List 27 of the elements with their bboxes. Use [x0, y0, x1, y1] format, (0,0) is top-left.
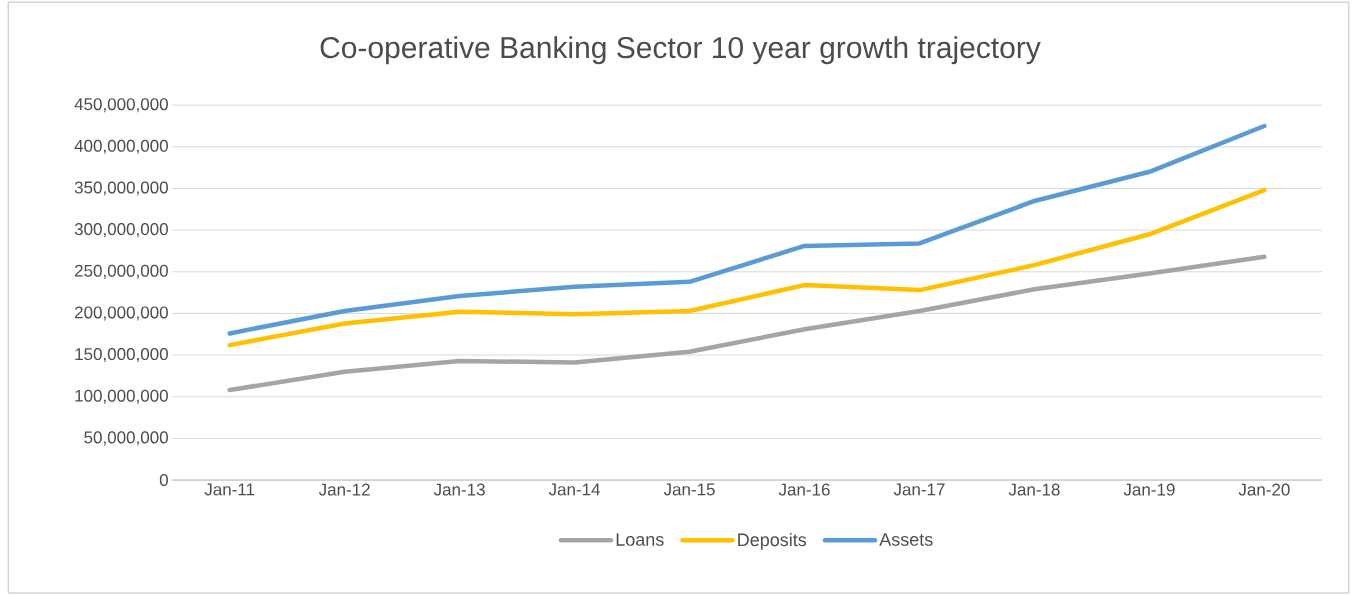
x-tick-label: Jan-18	[1008, 483, 1060, 496]
legend-label: Deposits	[738, 532, 807, 550]
x-tick-label: Jan-15	[663, 483, 715, 496]
y-tick-label: 350,000,000	[74, 181, 168, 196]
y-tick-label: 300,000,000	[74, 222, 168, 238]
x-tick-label: Jan-12	[318, 483, 370, 496]
x-tick-label: Jan-11	[204, 483, 255, 496]
y-tick-label: 150,000,000	[75, 347, 168, 362]
y-tick-label: 200,000,000	[74, 306, 168, 321]
y-tick-label: 100,000,000	[75, 389, 168, 404]
x-tick-label: Jan-16	[778, 483, 830, 496]
line-series	[227, 187, 1267, 348]
x-tick-label: Jan-17	[893, 483, 945, 496]
y-tick-label: 50,000,000	[84, 431, 168, 446]
y-tick-label: 450,000,000	[74, 98, 168, 113]
y-tick-label: 400,000,000	[74, 139, 168, 154]
y-tick-label: 250,000,000	[74, 264, 168, 279]
line-series	[227, 123, 1267, 336]
chart-title: Co-operative Banking Sector 10 year growth trajectory	[320, 36, 1041, 65]
x-tick-label: Jan-20	[1238, 483, 1290, 496]
y-tick-label: 0	[159, 473, 168, 486]
line-series	[227, 254, 1267, 393]
x-tick-label: Jan-13	[433, 483, 485, 496]
x-tick-label: Jan-19	[1123, 483, 1175, 496]
legend-label: Loans	[616, 533, 664, 546]
x-tick-label: Jan-14	[548, 483, 601, 496]
legend-label: Assets	[879, 533, 933, 546]
